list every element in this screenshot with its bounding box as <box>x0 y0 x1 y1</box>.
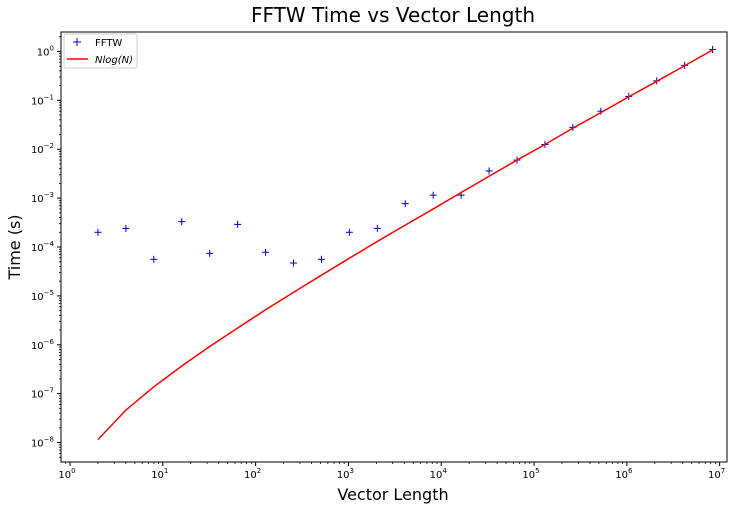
y-tick-label: 10−6 <box>31 338 55 352</box>
plot-area <box>94 45 717 441</box>
legend: FFTW Nlog(N) <box>63 33 138 69</box>
x-axis-ticks: 100 101 102 103 104 105 106 107 <box>58 462 725 481</box>
x-tick-label: 105 <box>522 467 539 481</box>
data-point-fftw <box>178 218 186 226</box>
data-point-fftw <box>94 228 102 236</box>
y-tick-label: 10−7 <box>31 387 54 401</box>
legend-marker-plus-icon <box>73 38 81 46</box>
data-point-fftw <box>709 45 717 53</box>
data-point-fftw <box>345 228 353 236</box>
data-point-fftw <box>262 248 270 256</box>
data-point-fftw <box>234 220 242 228</box>
plot-frame <box>60 31 728 463</box>
data-point-fftw <box>317 255 325 263</box>
series-line-nlogn <box>97 49 713 441</box>
x-axis-title: Vector Length <box>337 485 448 504</box>
data-point-fftw <box>429 191 437 199</box>
y-tick-label: 10−5 <box>31 289 54 303</box>
x-tick-label: 103 <box>337 467 354 481</box>
x-tick-label: 106 <box>615 467 633 481</box>
y-tick-label: 10−8 <box>31 436 54 450</box>
y-axis-title: Time (s) <box>5 214 24 280</box>
y-tick-label: 10−1 <box>31 93 54 107</box>
y-tick-label: 100 <box>37 44 54 58</box>
data-point-fftw <box>373 224 381 232</box>
y-tick-label: 10−3 <box>31 191 54 205</box>
chart-title: FFTW Time vs Vector Length <box>251 3 535 27</box>
y-tick-label: 10−4 <box>31 240 55 254</box>
data-point-fftw <box>485 167 493 175</box>
y-tick-label: 10−2 <box>31 142 54 156</box>
legend-item-nlogn: Nlog(N) <box>67 55 133 66</box>
data-point-fftw <box>206 249 214 257</box>
x-tick-label: 101 <box>151 467 168 481</box>
x-tick-label: 104 <box>430 467 448 481</box>
legend-item-fftw: FFTW <box>73 38 122 49</box>
data-point-fftw <box>289 259 297 267</box>
x-tick-label: 102 <box>244 467 261 481</box>
data-point-fftw <box>122 224 130 232</box>
x-tick-label: 107 <box>708 467 725 481</box>
data-point-fftw <box>150 255 158 263</box>
data-point-fftw <box>401 200 409 208</box>
legend-label-fftw: FFTW <box>95 38 122 49</box>
x-tick-label: 100 <box>58 467 75 481</box>
legend-label-nlogn: Nlog(N) <box>95 55 133 66</box>
